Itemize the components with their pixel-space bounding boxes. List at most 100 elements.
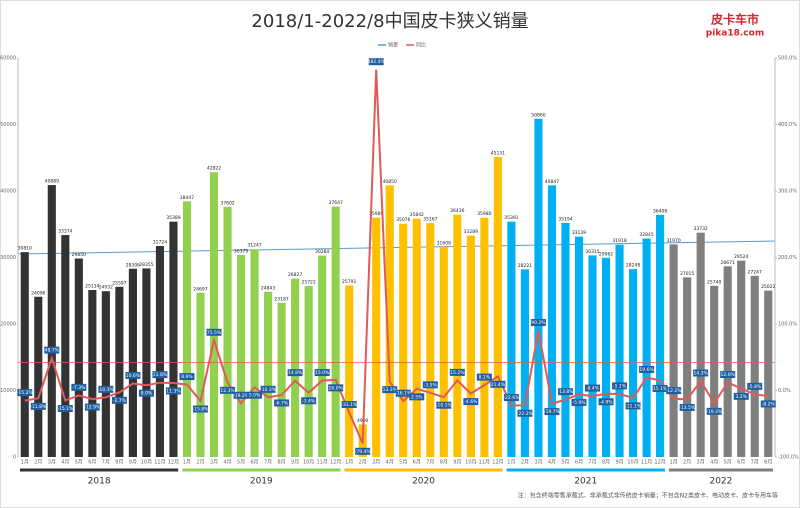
bar-value-label: 33139 [572, 230, 586, 236]
bar-value-label: 35980 [477, 211, 491, 217]
x-tick-label: 11月 [154, 460, 165, 466]
yoy-label-box [84, 403, 100, 411]
bar-value-label: 29962 [599, 251, 613, 257]
bar [669, 244, 678, 457]
bar [534, 118, 543, 457]
yoy-label-box [517, 409, 533, 417]
yoy-label-box [733, 392, 749, 400]
yoy-label: 8.9% [181, 374, 193, 380]
y2-tick-label: 400.0% [778, 122, 797, 128]
bar [236, 254, 246, 457]
bar-value-label: 31608 [437, 240, 451, 246]
yoy-label: -5.9% [572, 400, 586, 406]
bar-value-label: 45131 [491, 150, 505, 156]
yoy-label-box [368, 58, 384, 66]
yoy-label-box [747, 382, 763, 390]
x-tick-label: 8月 [440, 460, 448, 466]
x-tick-label: 2月 [196, 460, 204, 466]
bar [723, 266, 732, 457]
yoy-label-box [503, 394, 519, 402]
bar [574, 236, 584, 457]
bar-value-label: 40847 [545, 179, 559, 185]
x-tick-label: 9月 [129, 460, 137, 466]
x-tick-label: 8月 [602, 460, 610, 466]
bar [318, 255, 327, 457]
x-tick-label: 12月 [654, 460, 665, 466]
bar-value-label: 35194 [558, 216, 572, 222]
bar-value-label: 37602 [220, 200, 234, 206]
bar [615, 244, 624, 457]
x-tick-label: 7月 [751, 460, 759, 466]
x-tick-label: 2月 [683, 460, 691, 466]
year-label: 2018 [88, 477, 111, 487]
x-tick-label: 6月 [575, 460, 583, 466]
bar [764, 290, 773, 457]
x-tick-label: 5月 [724, 460, 732, 466]
bar-value-label: 35842 [410, 212, 424, 218]
bar-value-label: 27015 [680, 271, 694, 277]
yoy-label: -16.1% [395, 391, 412, 397]
yoy-label: 15.0% [315, 370, 330, 376]
yoy-label-box [449, 368, 465, 376]
yoy-label: -11.8% [30, 404, 47, 410]
yoy-label: 8.1% [479, 375, 491, 381]
bar-value-label: 35167 [423, 217, 437, 223]
yoy-label-box [490, 380, 506, 388]
x-tick-label: 3月 [697, 460, 705, 466]
bar [683, 277, 692, 457]
yoy-label: -4.9% [599, 399, 613, 405]
yoy-label: 90.2% [531, 320, 546, 326]
bar-value-label: 40889 [45, 179, 59, 185]
yoy-label-box [98, 385, 114, 393]
bar-value-label: 25740 [707, 279, 721, 285]
yoy-label-box [571, 398, 587, 406]
x-tick-label: 2月 [521, 460, 529, 466]
bar [74, 258, 83, 457]
yoy-label: -11.1% [625, 403, 642, 409]
bar-value-label: 30810 [18, 246, 32, 252]
yoy-label: -15.2% [17, 390, 34, 396]
bar [169, 221, 178, 457]
bar-value-label: 36436 [450, 208, 464, 214]
yoy-label: 15.1% [653, 386, 668, 392]
bar [34, 296, 43, 457]
bar-value-label: 28306 [126, 262, 140, 268]
bar [115, 286, 124, 457]
yoy-label: -12.9% [84, 405, 101, 411]
legend-label: 同比 [416, 42, 426, 49]
bar [304, 285, 313, 457]
x-tick-label: 10月 [465, 460, 476, 466]
yoy-label-box [720, 371, 736, 379]
y2-tick-label: 0.0% [778, 388, 791, 394]
bar-value-label: 29850 [72, 252, 86, 258]
bar [61, 235, 70, 457]
bar-value-label: 24932 [99, 285, 113, 291]
yoy-label-box [247, 391, 263, 399]
yoy-label-box [422, 381, 438, 389]
yoy-label-box [760, 400, 776, 408]
bar [601, 257, 611, 457]
yoy-label-box [17, 389, 33, 397]
x-tick-label: 7月 [264, 460, 272, 466]
yoy-label: 12.3% [220, 388, 235, 394]
y-tick-label: 0 [13, 455, 16, 461]
bar-value-label: 25022 [761, 284, 775, 290]
yoy-label-box [179, 373, 195, 381]
bar-value-label: 25791 [342, 279, 356, 285]
bar [466, 235, 475, 457]
y-tick-label: 50000 [0, 122, 16, 128]
y2-tick-label: 500.0% [778, 56, 797, 62]
yoy-label: -10.1% [436, 403, 453, 409]
bar-value-label: 26827 [288, 272, 302, 278]
yoy-label: 13.3% [383, 387, 398, 393]
yoy-label-box [165, 387, 181, 395]
x-tick-label: 6月 [737, 460, 745, 466]
yoy-label: -5.1% [613, 383, 627, 389]
bar [750, 275, 759, 457]
bar [656, 214, 665, 457]
bar-value-label: 25114 [85, 283, 99, 289]
bar-value-label: 35076 [396, 217, 410, 223]
yoy-label-box [436, 401, 452, 409]
bar-value-label: 28248 [626, 263, 640, 269]
x-tick-label: 1月 [21, 460, 29, 466]
